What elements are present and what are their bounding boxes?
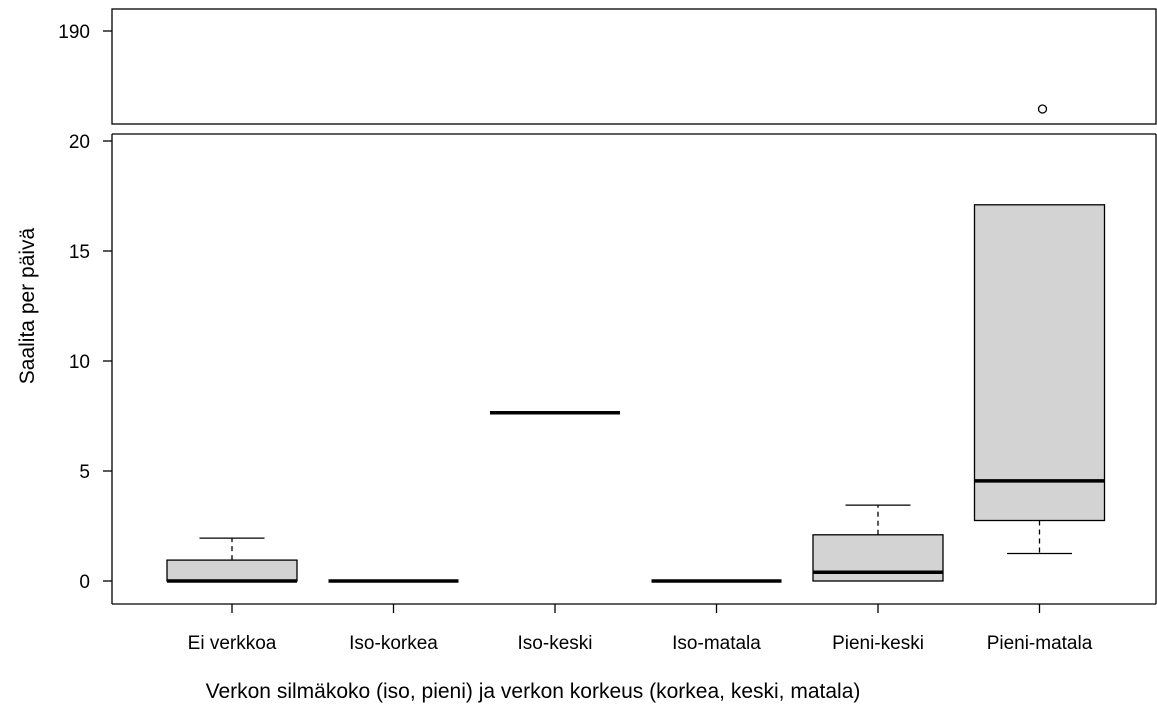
xtick-label: Iso-matala xyxy=(672,633,761,654)
x-axis: Ei verkkoa Iso-korkea Iso-keski Iso-matala P… xyxy=(188,604,1093,654)
box-5 xyxy=(812,504,944,582)
ytick-label: 15 xyxy=(69,242,90,263)
box-iqr xyxy=(973,204,1106,522)
upper-panel-frame xyxy=(111,8,1157,125)
outlier-point xyxy=(1037,104,1048,114)
ytick-label: 5 xyxy=(79,462,90,483)
xtick-label: Iso-korkea xyxy=(349,633,438,654)
boxes-layer xyxy=(166,104,1106,583)
box-1 xyxy=(166,537,298,583)
y-axis-title: Saalita per päivä xyxy=(16,227,39,384)
ytick-label: 0 xyxy=(79,572,90,593)
box-iqr xyxy=(812,534,944,582)
xtick-label: Iso-keski xyxy=(518,633,593,654)
ytick-label: 10 xyxy=(69,352,90,373)
xtick-label: Pieni-matala xyxy=(987,633,1093,654)
box-6 xyxy=(973,104,1106,555)
xtick-label: Pieni-keski xyxy=(832,633,924,654)
ytick-label: 20 xyxy=(69,132,90,153)
lower-yaxis: 0 5 10 15 20 xyxy=(69,132,112,593)
xtick-label: Ei verkkoa xyxy=(188,633,277,654)
box-iqr xyxy=(166,559,298,582)
x-axis-title: Verkon silmäkoko (iso, pieni) ja verkon … xyxy=(206,680,861,703)
upper-ytick-label: 190 xyxy=(58,22,90,43)
